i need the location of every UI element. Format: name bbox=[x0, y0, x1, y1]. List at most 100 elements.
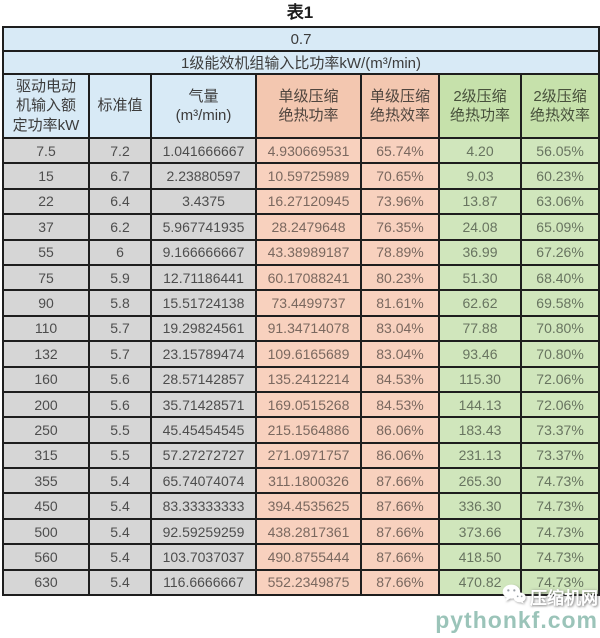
table-body: 7.5 7.2 1.041666667 4.930669531 65.74% 4.20 56… bbox=[2, 136, 600, 597]
table-cell: 5.9 bbox=[88, 263, 152, 292]
table-cell: 43.38989187 bbox=[255, 238, 362, 266]
table-cell: 5.4 bbox=[88, 543, 152, 571]
table-cell: 70.80% bbox=[519, 340, 600, 368]
table-cell: 73.37% bbox=[519, 416, 600, 444]
table-cell: 67.26% bbox=[519, 238, 600, 266]
table-subtitle-cell: 1级能效机组输入比功率kW/(m³/min) bbox=[1, 50, 600, 75]
table-cell: 69.58% bbox=[519, 289, 600, 317]
table-header-row: 驱动电动 机输入额 定功率kW 标准值 气量 (m³/min) 单级压缩 绝热功… bbox=[2, 73, 600, 139]
table-cell: 15.51724138 bbox=[150, 289, 257, 317]
column-header-single-stage-adiabatic-power: 单级压缩 绝热功率 bbox=[255, 73, 362, 139]
table-cell: 51.30 bbox=[438, 263, 522, 292]
table-row: 75 5.9 12.71186441 60.17088241 80.23% 51.30 68… bbox=[2, 263, 600, 292]
table-cell: 84.53% bbox=[360, 365, 440, 393]
table-cell: 5.6 bbox=[88, 390, 152, 419]
table-cell: 55 bbox=[2, 238, 90, 266]
table-cell: 72.06% bbox=[519, 365, 600, 393]
table-cell: 87.66% bbox=[360, 492, 440, 520]
table-cell: 78.89% bbox=[360, 238, 440, 266]
table-cell: 83.04% bbox=[360, 340, 440, 368]
table-cell: 470.82 bbox=[438, 568, 522, 597]
table-cell: 87.66% bbox=[360, 467, 440, 495]
table-cell: 110 bbox=[2, 314, 90, 343]
table-cell: 12.71186441 bbox=[150, 263, 257, 292]
table-cell: 311.1800326 bbox=[255, 467, 362, 495]
table-cell: 68.40% bbox=[519, 263, 600, 292]
table-cell: 65.74% bbox=[360, 136, 440, 165]
table-cell: 490.8755444 bbox=[255, 543, 362, 571]
column-header-air-flow: 气量 (m³/min) bbox=[150, 73, 257, 139]
table-cell: 93.46 bbox=[438, 340, 522, 368]
table-row: 55 6 9.166666667 43.38989187 78.89% 36.99 67.2… bbox=[2, 238, 600, 266]
column-header-two-stage-adiabatic-power: 2级压缩 绝热功率 bbox=[438, 73, 522, 139]
table-cell: 109.6165689 bbox=[255, 340, 362, 368]
table-cell: 13.87 bbox=[438, 187, 522, 216]
table-cell: 75 bbox=[2, 263, 90, 292]
table-cell: 271.0971757 bbox=[255, 441, 362, 470]
table-cell: 5.4 bbox=[88, 467, 152, 495]
table-cell: 160 bbox=[2, 365, 90, 393]
table-row: 7.5 7.2 1.041666667 4.930669531 65.74% 4.20 56… bbox=[2, 136, 600, 165]
pressure-value-cell: 0.7 bbox=[1, 26, 600, 52]
table-cell: 394.4535625 bbox=[255, 492, 362, 520]
table-cell: 560 bbox=[2, 543, 90, 571]
table-cell: 355 bbox=[2, 467, 90, 495]
table-cell: 132 bbox=[2, 340, 90, 368]
table-cell: 5.8 bbox=[88, 289, 152, 317]
table-cell: 70.80% bbox=[519, 314, 600, 343]
table-cell: 36.99 bbox=[438, 238, 522, 266]
table-cell: 57.27272727 bbox=[150, 441, 257, 470]
table-cell: 6 bbox=[88, 238, 152, 266]
table-cell: 92.59259259 bbox=[150, 517, 257, 546]
table-cell: 76.35% bbox=[360, 213, 440, 241]
table-cell: 24.08 bbox=[438, 213, 522, 241]
table-cell: 116.6666667 bbox=[150, 568, 257, 597]
table-cell: 83.33333333 bbox=[150, 492, 257, 520]
table-row: 500 5.4 92.59259259 438.2817361 87.66% 373.66… bbox=[2, 517, 600, 546]
data-table: 0.7 1级能效机组输入比功率kW/(m³/min) 驱动电动 机输入额 定功率… bbox=[1, 26, 600, 597]
table-cell: 56.05% bbox=[519, 136, 600, 165]
table-cell: 5.5 bbox=[88, 416, 152, 444]
table-row: 22 6.4 3.4375 16.27120945 73.96% 13.87 63.06% bbox=[2, 187, 600, 216]
table-cell: 6.7 bbox=[88, 162, 152, 190]
table-top-row: 0.7 bbox=[1, 26, 600, 52]
table-cell: 16.27120945 bbox=[255, 187, 362, 216]
table-cell: 90 bbox=[2, 289, 90, 317]
table-cell: 418.50 bbox=[438, 543, 522, 571]
table-cell: 231.13 bbox=[438, 441, 522, 470]
table-row: 630 5.4 116.6666667 552.2349875 87.66% 470.82… bbox=[2, 568, 600, 597]
table-cell: 5.7 bbox=[88, 314, 152, 343]
table-cell: 84.53% bbox=[360, 390, 440, 419]
table-cell: 135.2412214 bbox=[255, 365, 362, 393]
table-cell: 70.65% bbox=[360, 162, 440, 190]
table-cell: 37 bbox=[2, 213, 90, 241]
table-cell: 315 bbox=[2, 441, 90, 470]
table-cell: 91.34714078 bbox=[255, 314, 362, 343]
table-row: 110 5.7 19.29824561 91.34714078 83.04% 77.88 7… bbox=[2, 314, 600, 343]
page-title: 表1 bbox=[286, 3, 314, 22]
table-cell: 144.13 bbox=[438, 390, 522, 419]
table-row: 250 5.5 45.45454545 215.1564886 86.06% 183.43… bbox=[2, 416, 600, 444]
table-subtitle-row: 1级能效机组输入比功率kW/(m³/min) bbox=[1, 50, 600, 75]
table-cell: 19.29824561 bbox=[150, 314, 257, 343]
table-cell: 86.06% bbox=[360, 441, 440, 470]
table-cell: 74.73% bbox=[519, 492, 600, 520]
table-cell: 63.06% bbox=[519, 187, 600, 216]
table-cell: 65.09% bbox=[519, 213, 600, 241]
table-cell: 83.04% bbox=[360, 314, 440, 343]
table-cell: 169.0515268 bbox=[255, 390, 362, 419]
table-cell: 200 bbox=[2, 390, 90, 419]
table-cell: 183.43 bbox=[438, 416, 522, 444]
table-cell: 5.4 bbox=[88, 492, 152, 520]
table-cell: 1.041666667 bbox=[150, 136, 257, 165]
table-cell: 336.30 bbox=[438, 492, 522, 520]
table-cell: 87.66% bbox=[360, 568, 440, 597]
table-cell: 72.06% bbox=[519, 390, 600, 419]
table-cell: 9.03 bbox=[438, 162, 522, 190]
column-header-standard-value: 标准值 bbox=[88, 73, 152, 139]
table-cell: 6.4 bbox=[88, 187, 152, 216]
table-cell: 73.96% bbox=[360, 187, 440, 216]
table-cell: 2.23880597 bbox=[150, 162, 257, 190]
table-cell: 62.62 bbox=[438, 289, 522, 317]
table-cell: 77.88 bbox=[438, 314, 522, 343]
